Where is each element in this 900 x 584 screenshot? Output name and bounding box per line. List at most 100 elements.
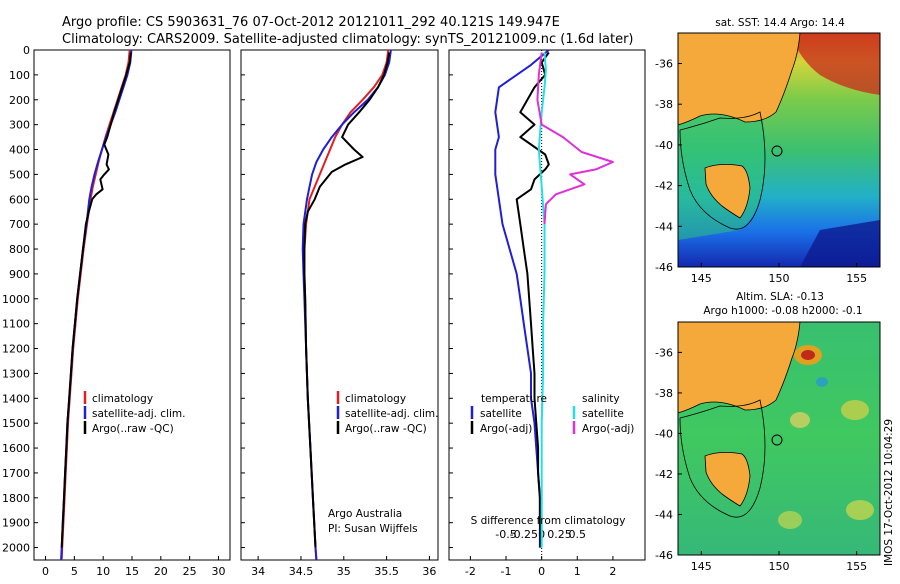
sla-tasmania bbox=[704, 452, 751, 507]
temperature-xtick-label: 20 bbox=[154, 565, 168, 578]
salinity-xtick-label: 36 bbox=[422, 565, 436, 578]
temperature-ytick-label: 200 bbox=[9, 94, 30, 107]
temperature-ytick-label: 100 bbox=[9, 69, 30, 82]
salinity-frame bbox=[240, 49, 439, 561]
side-stamp: IMOS 17-Oct-2012 10:04:29 bbox=[883, 419, 895, 566]
temperature-ytick-label: 400 bbox=[9, 144, 30, 157]
difference-xtick-label: -2 bbox=[465, 565, 476, 578]
map-sla-ytick-label: -38 bbox=[655, 387, 673, 400]
difference-top-tick-label: 0.25 bbox=[547, 528, 572, 541]
difference-legend-sal-title: salinity bbox=[582, 393, 620, 405]
sst-map: sat. SST: 14.4 Argo: 14.4 145 150 155 -36 -3… bbox=[655, 17, 881, 285]
temperature-ytick-label: 800 bbox=[9, 243, 30, 256]
salinity-series-argo-raw-qc bbox=[303, 52, 391, 548]
temperature-xtick-label: 25 bbox=[183, 565, 197, 578]
sla-float-marker bbox=[771, 434, 783, 446]
temperature-ytick-label: 1500 bbox=[2, 417, 30, 430]
map-sst-ytick-label: -44 bbox=[655, 220, 673, 233]
sla-shelf-contour bbox=[679, 399, 766, 518]
map-sla-ytick-label: -44 bbox=[655, 508, 673, 521]
temperature-ytick-label: 1300 bbox=[2, 367, 30, 380]
sla-blob-6 bbox=[778, 511, 802, 529]
salinity-xtick-label: 34 bbox=[251, 565, 265, 578]
temperature-xtick-label: 10 bbox=[96, 565, 110, 578]
sst-deep-blue bbox=[800, 220, 880, 267]
difference-frame bbox=[448, 49, 646, 561]
temperature-series-argo-raw-qc bbox=[60, 52, 132, 548]
difference-xtick-label: -1 bbox=[501, 565, 512, 578]
credit-line2: PI: Susan Wijffels bbox=[328, 523, 418, 535]
temperature-ytick-label: 1000 bbox=[2, 293, 30, 306]
temperature-ytick-label: 700 bbox=[9, 218, 30, 231]
salinity-xtick-label: 34.5 bbox=[289, 565, 314, 578]
sla-map-title-line2: Argo h1000: -0.08 h2000: -0.1 bbox=[703, 305, 862, 317]
map-sst-ytick-label: -40 bbox=[655, 139, 673, 152]
sla-map-title-line1: Altim. SLA: -0.13 bbox=[736, 291, 824, 303]
map-sla-xtick-label: 150 bbox=[769, 560, 790, 573]
salinity-legend-argo: Argo(..raw -QC) bbox=[345, 423, 427, 435]
sla-blob-3 bbox=[790, 412, 810, 428]
map-sla-ytick-label: -36 bbox=[655, 346, 673, 359]
header-line2: Climatology: CARS2009. Satellite-adjuste… bbox=[62, 32, 634, 47]
temperature-ytick-label: 1900 bbox=[2, 517, 30, 530]
temperature-ytick-label: 300 bbox=[9, 119, 30, 132]
salinity-legend-satellite: satellite-adj. clim. bbox=[345, 408, 438, 420]
map-sst-ytick-label: -42 bbox=[655, 180, 673, 193]
sla-mainland bbox=[677, 321, 801, 414]
map-sst-xtick-label: 155 bbox=[846, 272, 867, 285]
temperature-ytick-label: 1800 bbox=[2, 492, 30, 505]
temperature-legend-climatology: climatology bbox=[92, 393, 153, 405]
difference-xtick-label: 2 bbox=[609, 565, 616, 578]
difference-top-tick-label: -0.5 bbox=[495, 528, 516, 541]
temperature-ytick-label: 1400 bbox=[2, 392, 30, 405]
sst-warm-core bbox=[790, 33, 880, 95]
temperature-legend: climatology satellite-adj. clim. Argo(..… bbox=[83, 391, 185, 435]
temperature-series-climatology bbox=[60, 49, 131, 561]
difference-top-tick-label: 0.5 bbox=[569, 528, 587, 541]
salinity-xtick-label: 35 bbox=[337, 565, 351, 578]
sst-mainland bbox=[677, 32, 801, 126]
sst-tasmania bbox=[704, 164, 751, 219]
difference-series-salinity-argo-adj bbox=[536, 52, 614, 225]
map-sst-xtick-label: 150 bbox=[769, 272, 790, 285]
map-sla-xtick-label: 145 bbox=[691, 560, 712, 573]
map-sla-xtick-label: 155 bbox=[846, 560, 867, 573]
difference-legend-temp-title: temperature bbox=[481, 393, 547, 405]
temperature-xtick-label: 0 bbox=[42, 565, 49, 578]
temperature-xtick-label: 5 bbox=[71, 565, 78, 578]
temperature-xtick-label: 15 bbox=[125, 565, 139, 578]
temperature-panel: 051015202530temperature (deg C)010020030… bbox=[2, 44, 231, 584]
map-sst-ytick-label: -38 bbox=[655, 98, 673, 111]
difference-top-tick-label: -0.25 bbox=[510, 528, 538, 541]
credit-line1: Argo Australia bbox=[328, 508, 402, 520]
map-sst-ytick-label: -46 bbox=[655, 261, 673, 274]
temperature-ytick-label: 1200 bbox=[2, 343, 30, 356]
temperature-series-satellite-adj-clim bbox=[60, 49, 133, 561]
map-sla-ytick-label: -42 bbox=[655, 468, 673, 481]
map-sst-ytick-label: -36 bbox=[655, 58, 673, 71]
temperature-legend-satellite: satellite-adj. clim. bbox=[92, 408, 185, 420]
map-sla-ytick-label: -40 bbox=[655, 427, 673, 440]
difference-legend-sal-satellite: satellite bbox=[582, 408, 624, 420]
map-sst-xtick-label: 145 bbox=[691, 272, 712, 285]
difference-xtick-label: 1 bbox=[574, 565, 581, 578]
temperature-ytick-label: 600 bbox=[9, 193, 30, 206]
temperature-ytick-label: 2000 bbox=[2, 542, 30, 555]
salinity-xtick-label: 35.5 bbox=[374, 565, 399, 578]
temperature-ytick-label: 0 bbox=[23, 44, 30, 57]
difference-panel: -2-1012T difference from climatology-0.5… bbox=[448, 49, 646, 584]
temperature-ytick-label: 900 bbox=[9, 268, 30, 281]
sla-blob-2 bbox=[841, 400, 869, 420]
difference-top-axis-label: S difference from climatology bbox=[471, 515, 626, 527]
temperature-ytick-label: 1600 bbox=[2, 442, 30, 455]
sla-map: Altim. SLA: -0.13 Argo h1000: -0.08 h200… bbox=[655, 291, 881, 573]
map-sla-ytick-label: -46 bbox=[655, 549, 673, 562]
difference-legend-sal-argo: Argo(-adj) bbox=[582, 423, 634, 435]
temperature-ytick-label: 1100 bbox=[2, 318, 30, 331]
difference-legend-temp-satellite: satellite bbox=[480, 408, 522, 420]
sst-shelf-contour bbox=[679, 111, 766, 230]
sla-blob-5 bbox=[846, 500, 874, 520]
difference-legend-temp-argo: Argo(-adj) bbox=[480, 423, 532, 435]
